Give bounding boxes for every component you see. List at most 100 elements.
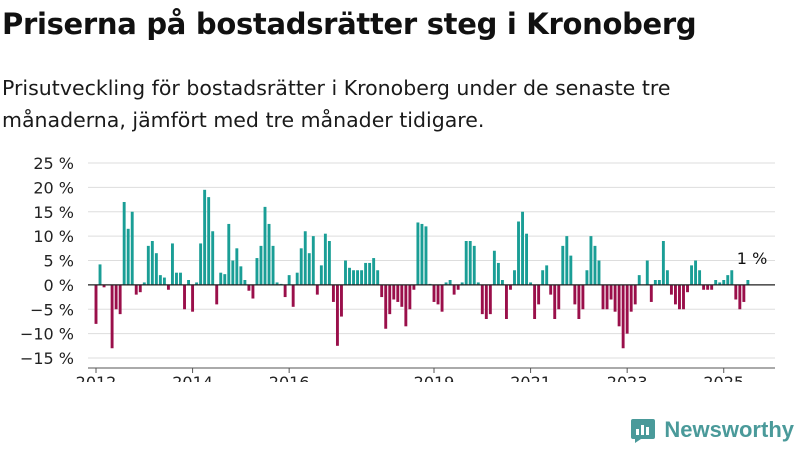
bar (706, 284, 710, 290)
bar (162, 277, 166, 285)
bar (380, 284, 384, 298)
bar (464, 241, 468, 285)
bar (573, 284, 577, 305)
bar (553, 284, 557, 319)
bar (746, 280, 750, 285)
bar (376, 270, 380, 285)
bar (645, 260, 649, 285)
bar (239, 266, 243, 285)
bar (665, 270, 669, 285)
bar (653, 280, 657, 285)
bar (480, 284, 484, 315)
y-tick-label: −10 % (20, 325, 74, 344)
bar (509, 284, 512, 290)
bar (714, 280, 718, 285)
y-axis-labels: 25 % 20 % 15 % 10 % 5 % 0 % −5 % −10 % −15 % (20, 154, 74, 368)
bar (674, 284, 677, 305)
bar (364, 262, 368, 285)
bar-chart: 25 % 20 % 15 % 10 % 5 % 0 % −5 % −10 % −15 % 201… (20, 154, 775, 382)
bar (605, 284, 609, 310)
bar (263, 206, 267, 285)
bar (319, 265, 323, 285)
bar (150, 241, 154, 285)
bar (323, 233, 327, 285)
bar (211, 231, 215, 285)
y-tick-label: 10 % (33, 227, 74, 246)
bar (484, 284, 488, 319)
bar (649, 284, 653, 302)
bar (734, 284, 738, 300)
bar (207, 197, 211, 285)
bar (130, 211, 134, 285)
bar (569, 255, 573, 285)
bar (661, 241, 665, 285)
bar (710, 284, 714, 290)
bar (404, 284, 408, 327)
y-tick-label: 20 % (33, 178, 74, 197)
bar (669, 284, 673, 295)
bar (694, 260, 698, 285)
bar (327, 241, 331, 285)
bar (460, 282, 464, 285)
bar (134, 284, 138, 295)
bar (742, 284, 746, 302)
bar (488, 284, 492, 315)
bar (593, 245, 597, 285)
bar (412, 284, 416, 290)
bar (657, 280, 661, 285)
bar (291, 284, 295, 307)
brand-logo: Newsworthy (629, 416, 794, 444)
bar (500, 280, 504, 285)
bar (444, 282, 448, 285)
bar (287, 275, 291, 285)
chart-title: Priserna på bostadsrätter steg i Kronobe… (2, 7, 697, 41)
bar (122, 202, 126, 285)
bar (504, 284, 508, 319)
bar (529, 282, 533, 285)
bar (698, 270, 702, 285)
bar (275, 282, 279, 285)
bar (432, 284, 436, 302)
x-axis: 2012 2014 2016 2019 2021 2023 2025 (76, 367, 775, 382)
bar (561, 245, 565, 285)
bar (227, 223, 231, 285)
bar (352, 270, 355, 285)
bar (597, 260, 601, 285)
bar (368, 262, 372, 285)
bar (219, 272, 223, 285)
bar (340, 284, 343, 317)
bar (299, 248, 303, 285)
bar (384, 284, 388, 329)
bar (231, 260, 235, 285)
bars (94, 189, 750, 349)
bar (633, 284, 637, 305)
bar (396, 284, 400, 302)
bar (392, 284, 396, 300)
annotation: 1 % (737, 249, 767, 268)
bar (175, 272, 178, 285)
bar (223, 274, 227, 285)
bar (452, 284, 456, 295)
bar (356, 270, 360, 285)
bar (348, 267, 351, 285)
x-tick-label: 2023 (607, 373, 648, 382)
bar (533, 284, 537, 319)
bar (722, 280, 726, 285)
bar (247, 284, 251, 291)
bar (255, 258, 259, 285)
chart-subtitle: Prisutveckling för bostadsrätter i Krono… (2, 76, 671, 132)
y-tick-label: −5 % (30, 300, 74, 319)
bar (541, 270, 545, 285)
bar (271, 245, 275, 285)
annotation-label: 1 % (737, 249, 767, 268)
y-tick-label: 5 % (44, 252, 74, 271)
y-tick-label: 0 % (44, 276, 74, 295)
bar (424, 226, 428, 285)
bar (183, 284, 186, 310)
y-tick-label: 25 % (33, 154, 74, 173)
bar (283, 284, 287, 298)
x-tick-label: 2025 (703, 373, 744, 382)
bar (492, 250, 496, 285)
bar (126, 228, 130, 285)
bar (637, 275, 641, 285)
